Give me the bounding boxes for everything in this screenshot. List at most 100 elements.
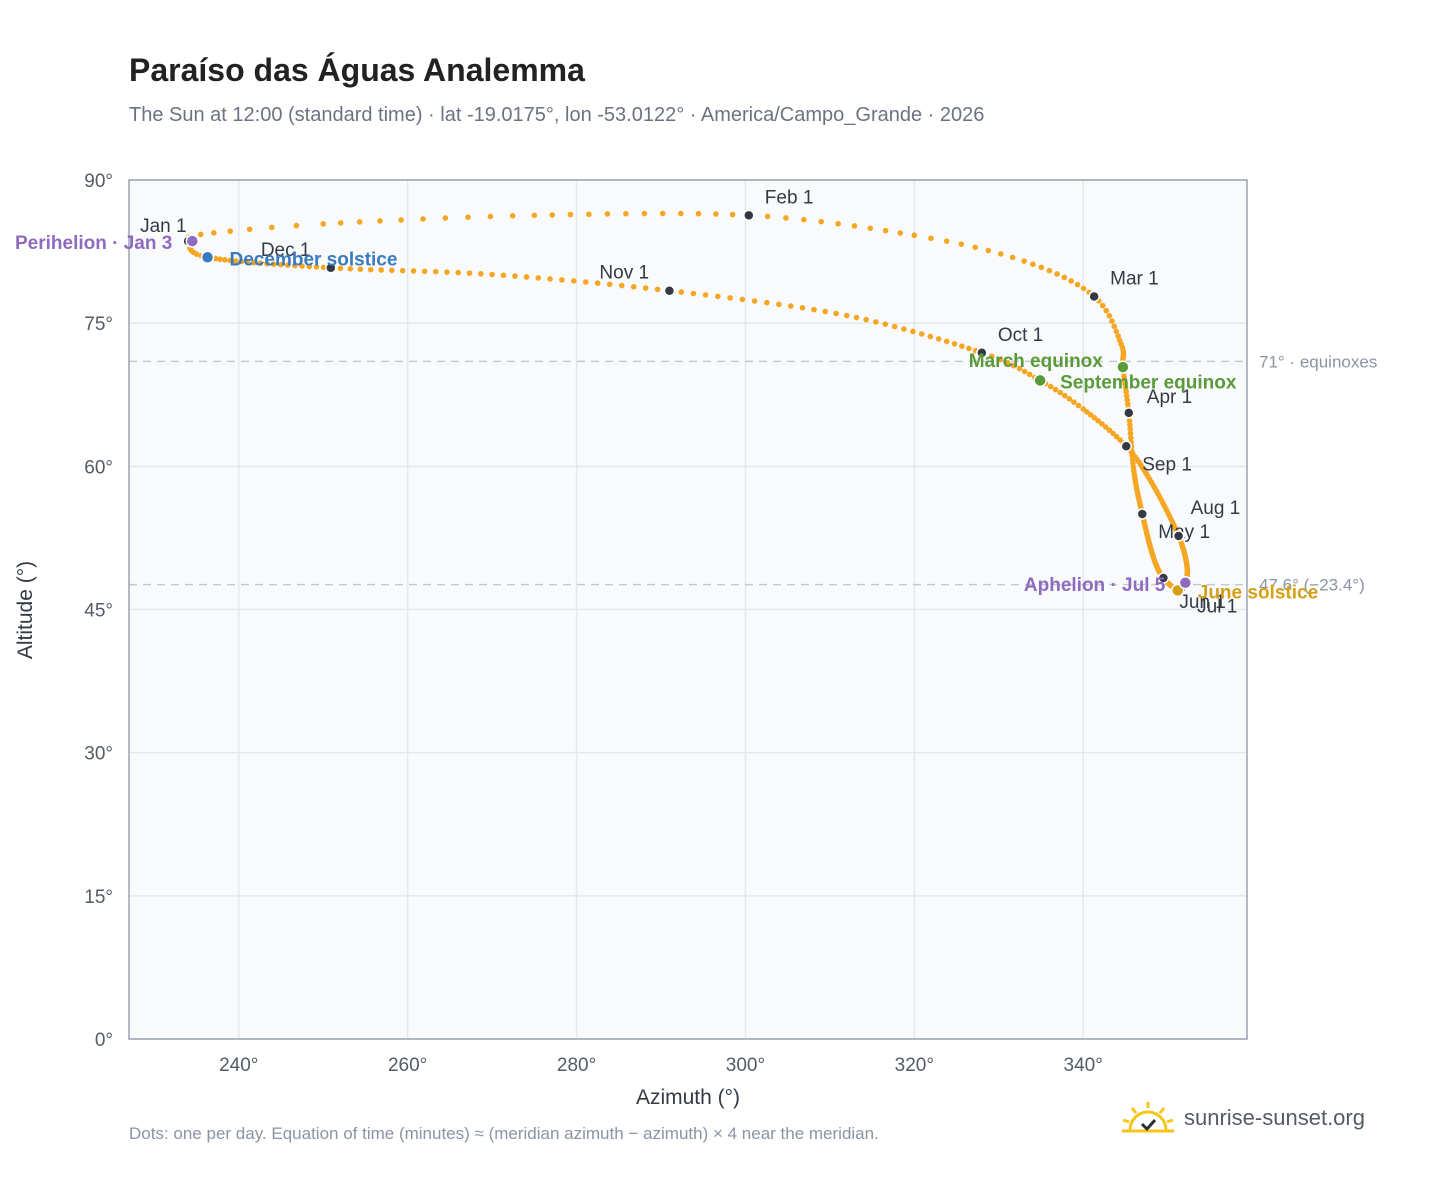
x-tick-label: 280° bbox=[557, 1055, 596, 1076]
daily-sun-dot bbox=[985, 247, 992, 254]
daily-sun-dot bbox=[997, 356, 1004, 363]
daily-sun-dot bbox=[442, 215, 449, 221]
daily-sun-dot bbox=[1004, 359, 1011, 366]
daily-sun-dot bbox=[642, 285, 649, 291]
daily-sun-dot bbox=[1106, 427, 1113, 434]
daily-sun-dot bbox=[306, 263, 313, 270]
daily-sun-dot bbox=[1099, 302, 1106, 309]
y-axis-label: Altitude (°) bbox=[14, 561, 37, 659]
daily-sun-dot bbox=[739, 296, 746, 303]
daily-sun-dot bbox=[211, 230, 217, 236]
daily-sun-dot bbox=[1115, 333, 1121, 339]
daily-sun-dot bbox=[863, 316, 869, 323]
event-marker bbox=[1033, 373, 1047, 388]
daily-sun-dot bbox=[1103, 307, 1110, 314]
daily-sun-dot bbox=[1113, 433, 1120, 440]
daily-sun-dot bbox=[1016, 365, 1023, 372]
daily-sun-dot bbox=[763, 299, 770, 306]
daily-sun-dot bbox=[455, 269, 462, 276]
daily-sun-dot bbox=[1038, 264, 1045, 271]
daily-sun-dot bbox=[678, 210, 684, 217]
event-label: Aphelion · Jul 5 bbox=[1024, 575, 1166, 596]
daily-sun-dot bbox=[509, 213, 516, 219]
event-label: June solstice bbox=[1198, 582, 1318, 603]
daily-sun-dot bbox=[421, 268, 428, 275]
daily-sun-dot bbox=[320, 264, 327, 271]
daily-sun-dot bbox=[1054, 271, 1060, 277]
daily-sun-dot bbox=[246, 226, 253, 233]
daily-sun-dot bbox=[268, 224, 275, 231]
month-marker bbox=[743, 209, 755, 222]
month-marker bbox=[1157, 572, 1170, 584]
daily-sun-dot bbox=[217, 256, 223, 263]
daily-sun-dot bbox=[972, 244, 978, 251]
daily-sun-dot bbox=[1011, 362, 1017, 369]
daily-sun-dot bbox=[531, 212, 538, 219]
daily-sun-dot bbox=[466, 270, 473, 276]
brand[interactable]: sunrise-sunset.org bbox=[1120, 1100, 1365, 1136]
x-axis-label: Azimuth (°) bbox=[636, 1086, 740, 1109]
event-label: March equinox bbox=[969, 351, 1104, 372]
x-tick-label: 320° bbox=[895, 1055, 934, 1076]
daily-sun-dot bbox=[489, 271, 495, 278]
month-marker bbox=[663, 284, 676, 297]
daily-sun-dot bbox=[958, 241, 965, 247]
daily-sun-dot bbox=[357, 266, 364, 273]
daily-sun-dot bbox=[1128, 434, 1134, 441]
month-marker bbox=[1120, 440, 1132, 453]
daily-sun-dot bbox=[535, 275, 542, 281]
daily-sun-dot bbox=[641, 210, 648, 217]
daily-sun-dot bbox=[586, 211, 592, 218]
daily-sun-dot bbox=[801, 216, 807, 223]
daily-sun-dot bbox=[257, 260, 264, 266]
daily-sun-dot bbox=[1123, 393, 1130, 399]
daily-sun-dot bbox=[951, 341, 958, 347]
daily-sun-dot bbox=[606, 281, 613, 288]
daily-sun-dot bbox=[1124, 401, 1131, 408]
daily-sun-dot bbox=[1071, 399, 1077, 405]
daily-sun-dot bbox=[1021, 368, 1028, 375]
reference-line-label: 71° · equinoxes bbox=[1259, 352, 1377, 371]
daily-sun-dot bbox=[997, 251, 1004, 257]
daily-sun-dot bbox=[1127, 430, 1134, 437]
daily-sun-dot bbox=[713, 211, 719, 217]
daily-sun-dot bbox=[835, 220, 841, 227]
daily-sun-dot bbox=[594, 280, 601, 286]
daily-sun-dot bbox=[910, 328, 916, 335]
y-tick-label: 0° bbox=[95, 1030, 113, 1051]
daily-sun-dot bbox=[1052, 386, 1059, 393]
y-axis-ticks: 0° 15° 30° 45° 60° 75° 90° bbox=[84, 171, 113, 1051]
month-marker-label: May 1 bbox=[1158, 522, 1210, 543]
daily-sun-dot bbox=[512, 273, 518, 279]
daily-sun-dot bbox=[787, 303, 794, 309]
y-tick-label: 15° bbox=[84, 887, 113, 908]
daily-sun-dot bbox=[1068, 278, 1074, 284]
daily-sun-dot bbox=[918, 331, 925, 337]
daily-sun-dot bbox=[764, 213, 771, 220]
daily-sun-dot bbox=[251, 259, 257, 266]
plot-frame bbox=[128, 179, 1248, 1040]
month-marker-label: Jun 1 bbox=[1179, 592, 1225, 613]
daily-sun-dot bbox=[570, 278, 577, 284]
event-label: Perihelion · Jan 3 bbox=[15, 233, 172, 254]
x-tick-label: 240° bbox=[219, 1055, 258, 1076]
daily-sun-dot bbox=[238, 258, 245, 265]
footnote: Dots: one per day. Equation of time (min… bbox=[129, 1124, 879, 1143]
daily-sun-dot bbox=[618, 282, 625, 289]
daily-sun-dot bbox=[227, 228, 233, 234]
daily-sun-dot bbox=[927, 333, 934, 340]
month-marker bbox=[976, 347, 988, 359]
daily-sun-dot bbox=[347, 266, 354, 272]
daily-sun-dot bbox=[389, 267, 395, 274]
daily-sun-dot bbox=[398, 217, 404, 223]
daily-sun-dot bbox=[1124, 397, 1131, 403]
page-subtitle: The Sun at 12:00 (standard time) · lat -… bbox=[129, 104, 985, 126]
daily-sun-dot bbox=[1075, 402, 1082, 409]
daily-sun-dot bbox=[1080, 406, 1086, 412]
daily-sun-dot bbox=[1080, 285, 1087, 292]
month-marker-label: Jul 1 bbox=[1197, 597, 1237, 618]
reference-lines: 71° · equinoxes 47.6° (−23.4°) bbox=[129, 352, 1377, 595]
month-marker-label: Jan 1 bbox=[140, 216, 186, 237]
